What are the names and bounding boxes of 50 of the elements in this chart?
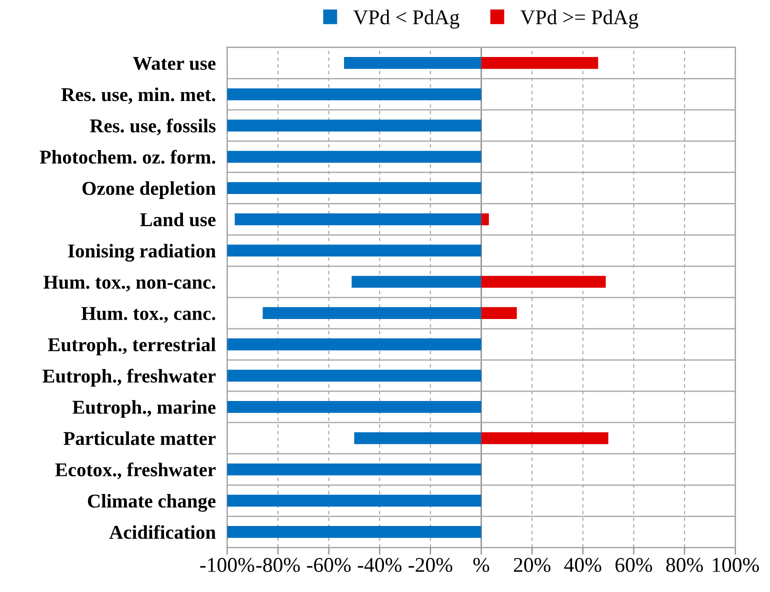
x-tick-label: -40% <box>358 558 402 572</box>
legend-label: VPd < PdAg <box>353 10 460 29</box>
bar <box>481 57 598 69</box>
bar <box>354 432 482 444</box>
y-tick-label: Eutroph., freshwater <box>42 368 216 387</box>
x-tick-label: % <box>473 558 490 572</box>
y-tick-label: Hum. tox., non-canc. <box>44 276 216 292</box>
y-tick-label: Eutroph., marine <box>72 400 216 418</box>
bar <box>227 338 482 350</box>
bar <box>481 432 608 444</box>
y-tick-label: Photochem. oz. form. <box>40 150 216 164</box>
y-tick-label: Res. use, fossils <box>90 118 216 136</box>
bar <box>227 150 482 163</box>
y-tick-label: Land use <box>140 212 216 226</box>
legend-label: VPd >= PdAg <box>520 10 638 29</box>
bar <box>344 57 482 69</box>
y-tick-label: Climate change <box>88 494 216 512</box>
bar <box>481 276 606 288</box>
x-tick-label: 100% <box>712 558 759 572</box>
x-tick-label: -80% <box>256 558 300 572</box>
bar <box>227 463 482 476</box>
bar <box>481 213 489 226</box>
x-tick-label: 20% <box>514 558 550 572</box>
y-tick-label: Res. use, min. met. <box>61 88 216 104</box>
bar <box>227 244 482 257</box>
y-tick-label: Hum. tox., canc. <box>81 307 216 323</box>
x-tick-label: 60% <box>616 558 652 572</box>
y-tick-label: Acidification <box>109 525 216 539</box>
x-tick-label: 80% <box>666 558 703 572</box>
bar <box>227 400 482 413</box>
bar <box>227 370 482 382</box>
bar <box>262 307 482 320</box>
y-tick-label: Ecotox., freshwater <box>55 462 216 480</box>
y-tick-label: Ozone depletion <box>82 181 216 199</box>
bar <box>481 307 517 320</box>
bar <box>227 182 482 194</box>
y-tick-label: Eutroph., terrestrial <box>48 338 216 356</box>
bar <box>352 276 482 288</box>
x-tick-label: 40% <box>564 558 602 572</box>
y-tick-label: Particulate matter <box>64 431 216 446</box>
x-tick-label: -20% <box>408 558 452 572</box>
x-tick-label: -60% <box>307 558 351 572</box>
bar <box>227 120 482 132</box>
bar <box>227 494 482 507</box>
y-tick-label: Ionising radiation <box>68 244 216 262</box>
y-tick-label: Water use <box>132 57 216 70</box>
bar <box>234 213 482 226</box>
x-tick-label: -100% <box>200 558 254 572</box>
bar <box>227 526 482 538</box>
bar <box>227 88 482 100</box>
